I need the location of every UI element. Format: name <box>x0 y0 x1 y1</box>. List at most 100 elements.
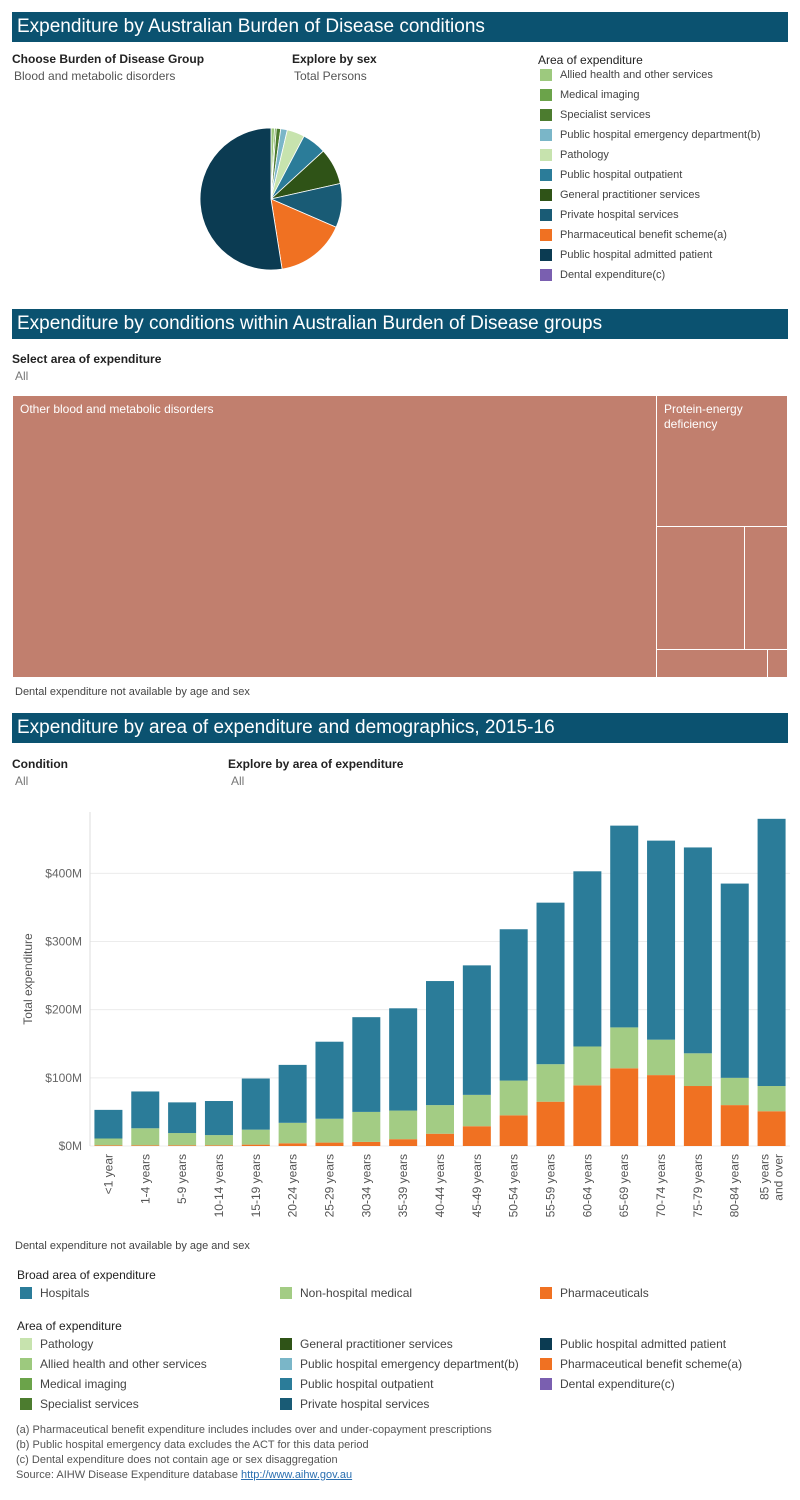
bar-segment[interactable] <box>720 1077 749 1106</box>
bar-segment[interactable] <box>131 1128 160 1146</box>
bar-segment[interactable] <box>757 1086 786 1112</box>
legend-item[interactable]: Pathology <box>20 1337 93 1351</box>
treemap-tile[interactable]: Other blood and metabolic disorders <box>12 395 657 678</box>
legend-item[interactable]: Public hospital emergency department(b) <box>540 125 761 145</box>
bar-segment[interactable] <box>462 1094 491 1127</box>
bar-segment[interactable] <box>647 1075 676 1146</box>
source-link[interactable]: http://www.aihw.gov.au <box>241 1469 353 1481</box>
bar-segment[interactable] <box>278 1064 307 1123</box>
bar-segment[interactable] <box>241 1078 270 1130</box>
legend-item[interactable]: Allied health and other services <box>540 65 761 85</box>
bar-segment[interactable] <box>168 1102 197 1134</box>
treemap-tile[interactable] <box>767 649 788 678</box>
bar-segment[interactable] <box>720 883 749 1078</box>
bar-segment[interactable] <box>94 1138 123 1146</box>
bar-segment[interactable] <box>647 1039 676 1076</box>
condition-filter-dropdown[interactable]: All <box>15 774 29 788</box>
treemap-tile[interactable] <box>744 526 788 650</box>
legend-item[interactable]: Medical imaging <box>20 1377 127 1391</box>
bar-segment[interactable] <box>462 1126 491 1146</box>
bar-segment[interactable] <box>315 1041 344 1119</box>
treemap-tile[interactable] <box>656 526 745 650</box>
bar-segment[interactable] <box>278 1143 307 1146</box>
legend-swatch <box>540 269 552 281</box>
sex-filter-dropdown[interactable]: Total Persons <box>294 69 367 83</box>
bar-segment[interactable] <box>720 1105 749 1146</box>
area-filter-dropdown[interactable]: All <box>15 369 29 383</box>
bar-segment[interactable] <box>647 840 676 1040</box>
legend-item[interactable]: General practitioner services <box>540 185 761 205</box>
bar-segment[interactable] <box>389 1110 418 1140</box>
treemap-tile[interactable] <box>656 649 768 678</box>
bar-segment[interactable] <box>278 1122 307 1144</box>
bar-segment[interactable] <box>573 871 602 1047</box>
legend-item[interactable]: Public hospital outpatient <box>280 1377 433 1391</box>
group-filter-dropdown[interactable]: Blood and metabolic disorders <box>14 69 176 83</box>
bar-segment[interactable] <box>757 1111 786 1146</box>
bar-segment[interactable] <box>168 1145 197 1146</box>
bar-segment[interactable] <box>683 1086 712 1146</box>
treemap-tile[interactable]: Protein-energy deficiency <box>656 395 788 527</box>
legend-item[interactable]: Dental expenditure(c) <box>540 265 761 285</box>
legend-item[interactable]: Public hospital emergency department(b) <box>280 1357 519 1371</box>
bar-segment[interactable] <box>536 1101 565 1146</box>
legend-item[interactable]: Non-hospital medical <box>280 1286 412 1300</box>
bar-segment[interactable] <box>204 1101 233 1136</box>
pie-slice[interactable] <box>270 198 337 270</box>
legend-item[interactable]: Pharmaceutical benefit scheme(a) <box>540 225 761 245</box>
legend-item[interactable]: Allied health and other services <box>20 1357 207 1371</box>
legend-label: Specialist services <box>40 1397 139 1411</box>
bar-segment[interactable] <box>610 825 639 1028</box>
bar-segment[interactable] <box>204 1135 233 1146</box>
bar-segment[interactable] <box>315 1118 344 1143</box>
legend-swatch <box>20 1287 32 1299</box>
bar-segment[interactable] <box>573 1046 602 1086</box>
legend-item[interactable]: Public hospital admitted patient <box>540 245 761 265</box>
legend-item[interactable]: Pharmaceuticals <box>540 1286 649 1300</box>
bar-segment[interactable] <box>131 1091 160 1129</box>
pie-slice[interactable] <box>199 127 283 271</box>
bar-segment[interactable] <box>94 1145 123 1146</box>
bar-segment[interactable] <box>426 1105 454 1134</box>
bar-segment[interactable] <box>389 1139 418 1146</box>
bar-segment[interactable] <box>462 965 491 1095</box>
legend-item[interactable]: Pathology <box>540 145 761 165</box>
bar-segment[interactable] <box>536 1064 565 1102</box>
bar-segment[interactable] <box>241 1129 270 1145</box>
bar-segment[interactable] <box>204 1145 233 1146</box>
bar-segment[interactable] <box>499 929 528 1081</box>
bar-segment[interactable] <box>352 1111 381 1142</box>
bar-segment[interactable] <box>683 1053 712 1087</box>
bar-segment[interactable] <box>499 1080 528 1116</box>
bar-segment[interactable] <box>94 1109 123 1139</box>
bar-segment[interactable] <box>757 818 786 1087</box>
legend-item[interactable]: Public hospital admitted patient <box>540 1337 726 1351</box>
x-tick-label: 50-54 years <box>507 1154 521 1217</box>
legend-item[interactable]: Medical imaging <box>540 85 761 105</box>
bar-segment[interactable] <box>168 1133 197 1146</box>
bar-segment[interactable] <box>131 1145 160 1146</box>
legend-item[interactable]: Dental expenditure(c) <box>540 1377 675 1391</box>
bar-segment[interactable] <box>389 1008 418 1111</box>
bar-segment[interactable] <box>352 1141 381 1146</box>
legend-item[interactable]: Public hospital outpatient <box>540 165 761 185</box>
bar-segment[interactable] <box>315 1142 344 1146</box>
legend-item[interactable]: Specialist services <box>540 105 761 125</box>
area-explore-dropdown[interactable]: All <box>231 774 245 788</box>
legend-item[interactable]: Hospitals <box>20 1286 89 1300</box>
legend-item[interactable]: Specialist services <box>20 1397 139 1411</box>
bar-segment[interactable] <box>683 847 712 1054</box>
legend-item[interactable]: Private hospital services <box>540 205 761 225</box>
bar-segment[interactable] <box>426 1133 454 1146</box>
bar-segment[interactable] <box>536 902 565 1065</box>
bar-segment[interactable] <box>610 1068 639 1146</box>
bar-segment[interactable] <box>499 1115 528 1146</box>
bar-segment[interactable] <box>241 1144 270 1146</box>
legend-item[interactable]: Private hospital services <box>280 1397 429 1411</box>
bar-segment[interactable] <box>573 1085 602 1146</box>
legend-item[interactable]: Pharmaceutical benefit scheme(a) <box>540 1357 742 1371</box>
bar-segment[interactable] <box>352 1017 381 1112</box>
bar-segment[interactable] <box>610 1027 639 1069</box>
legend-item[interactable]: General practitioner services <box>280 1337 453 1351</box>
bar-segment[interactable] <box>426 981 454 1106</box>
